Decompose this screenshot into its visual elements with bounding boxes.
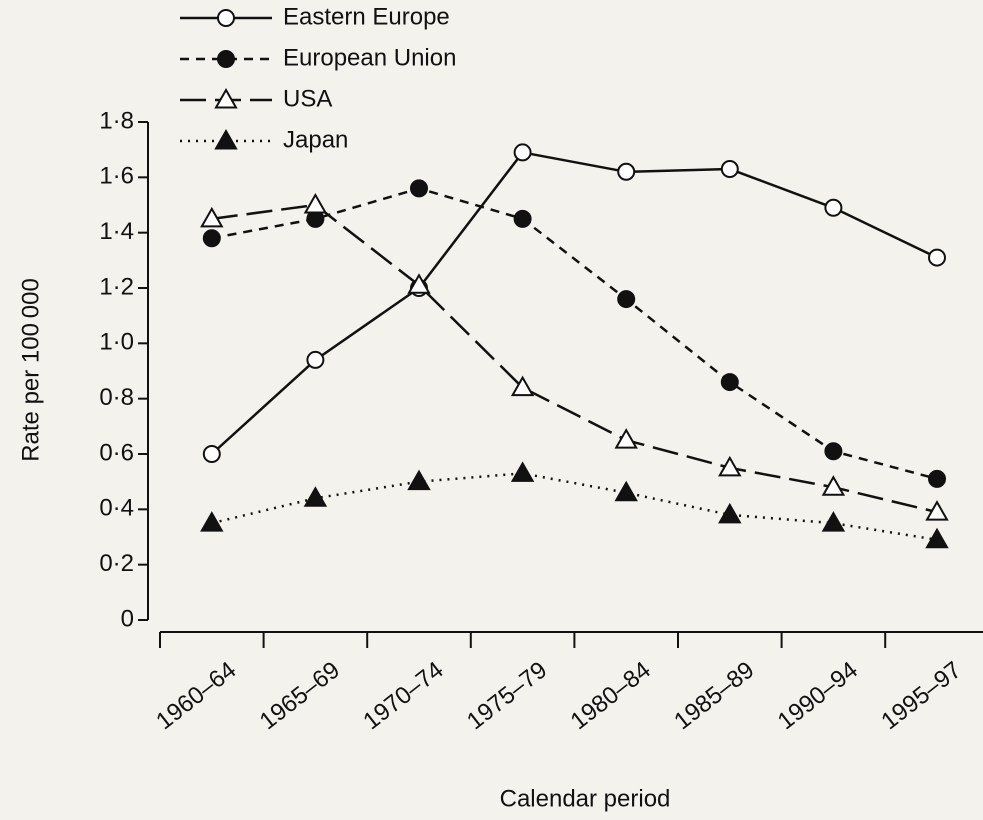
y-tick-label: 0·8 (99, 384, 134, 411)
marker (617, 290, 636, 309)
marker (513, 209, 532, 228)
y-tick-label: 1·6 (99, 163, 134, 190)
marker (513, 143, 532, 162)
marker (510, 375, 535, 397)
x-tick-label: 1985–89 (669, 656, 759, 735)
y-tick-label: 1·0 (99, 329, 134, 356)
y-tick-label: 0·4 (99, 495, 134, 522)
x-tick-label: 1960–64 (151, 656, 241, 735)
y-tick-label: 1·4 (99, 218, 134, 245)
marker (928, 469, 946, 488)
y-tick-label: 1·8 (99, 107, 134, 134)
marker (928, 248, 946, 267)
y-tick-label: 1·2 (99, 273, 134, 300)
x-tick-label: 1980–84 (566, 656, 656, 735)
legend-marker (214, 87, 238, 109)
series-line (210, 151, 938, 455)
marker (925, 527, 949, 549)
series-line (211, 187, 938, 481)
series-line (211, 472, 938, 542)
x-tick-label: 1965–69 (255, 656, 345, 735)
series-line (211, 203, 938, 514)
x-tick-label: 1995–97 (876, 656, 966, 735)
marker (718, 502, 742, 524)
y-tick-label: 0 (121, 605, 134, 632)
marker (202, 229, 221, 248)
legend-marker (217, 50, 235, 68)
legend-label: Eastern Europe (283, 3, 450, 30)
legend-label: European Union (283, 44, 456, 71)
marker (202, 445, 221, 463)
x-tick-label: 1975–79 (462, 656, 552, 735)
legend-label: USA (283, 85, 332, 112)
marker (821, 475, 846, 496)
marker (303, 192, 328, 214)
legend-marker (217, 9, 235, 27)
marker (407, 469, 431, 491)
marker (720, 160, 739, 179)
marker (617, 162, 636, 181)
marker (925, 500, 949, 521)
x-tick-label: 1970–74 (358, 656, 448, 735)
marker (614, 428, 638, 449)
marker (200, 206, 224, 228)
legend-marker (214, 128, 238, 150)
marker (306, 350, 325, 369)
y-tick-label: 0·6 (99, 439, 134, 466)
x-axis-label: Calendar period (500, 785, 671, 812)
marker (303, 486, 328, 507)
marker (407, 273, 431, 294)
marker (821, 511, 846, 532)
y-tick-label: 0·2 (99, 550, 134, 577)
marker (720, 373, 739, 392)
marker (200, 511, 224, 532)
marker (614, 480, 638, 502)
marker (824, 198, 843, 217)
marker (410, 179, 428, 198)
x-tick-label: 1990–94 (773, 656, 863, 735)
legend-label: Japan (283, 126, 348, 153)
marker (718, 455, 742, 477)
marker (824, 442, 843, 461)
y-axis-label: Rate per 100 000 (17, 278, 44, 462)
marker (510, 461, 535, 482)
